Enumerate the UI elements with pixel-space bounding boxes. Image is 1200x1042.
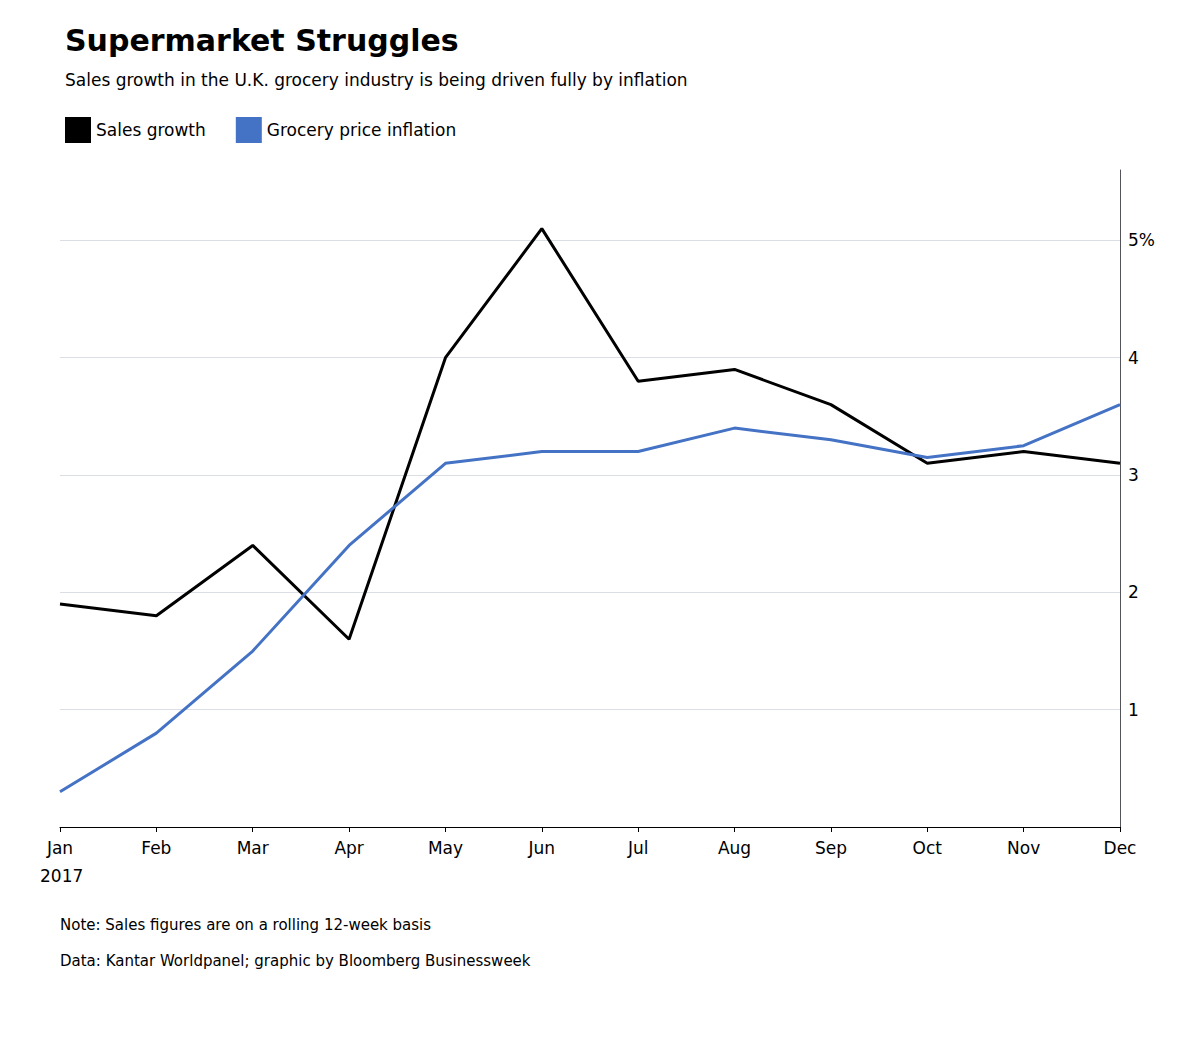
svg-text:Sales growth: Sales growth [96,120,206,140]
svg-text:Jun: Jun [528,838,556,858]
svg-text:Feb: Feb [141,838,171,858]
svg-text:May: May [428,838,463,858]
svg-text:Note: Sales figures are on a r: Note: Sales figures are on a rolling 12-… [60,916,431,934]
svg-text:Aug: Aug [718,838,751,858]
svg-text:Apr: Apr [334,838,363,858]
svg-text:Sep: Sep [815,838,847,858]
svg-text:5%: 5% [1128,230,1155,250]
svg-text:Data: Kantar Worldpanel; graph: Data: Kantar Worldpanel; graphic by Bloo… [60,952,531,970]
svg-text:1: 1 [1128,700,1139,720]
svg-text:Jul: Jul [627,838,649,858]
svg-text:2017: 2017 [40,866,83,886]
svg-text:3: 3 [1128,465,1139,485]
svg-text:Sales growth in the U.K. groce: Sales growth in the U.K. grocery industr… [65,70,688,90]
svg-text:Dec: Dec [1104,838,1137,858]
svg-text:Jan: Jan [46,838,73,858]
svg-text:Supermarket Struggles: Supermarket Struggles [65,23,459,58]
svg-text:Mar: Mar [237,838,269,858]
svg-text:2: 2 [1128,582,1139,602]
svg-text:4: 4 [1128,348,1139,368]
svg-text:Nov: Nov [1007,838,1040,858]
svg-text:Oct: Oct [913,838,943,858]
svg-text:Grocery price inflation: Grocery price inflation [267,120,456,140]
